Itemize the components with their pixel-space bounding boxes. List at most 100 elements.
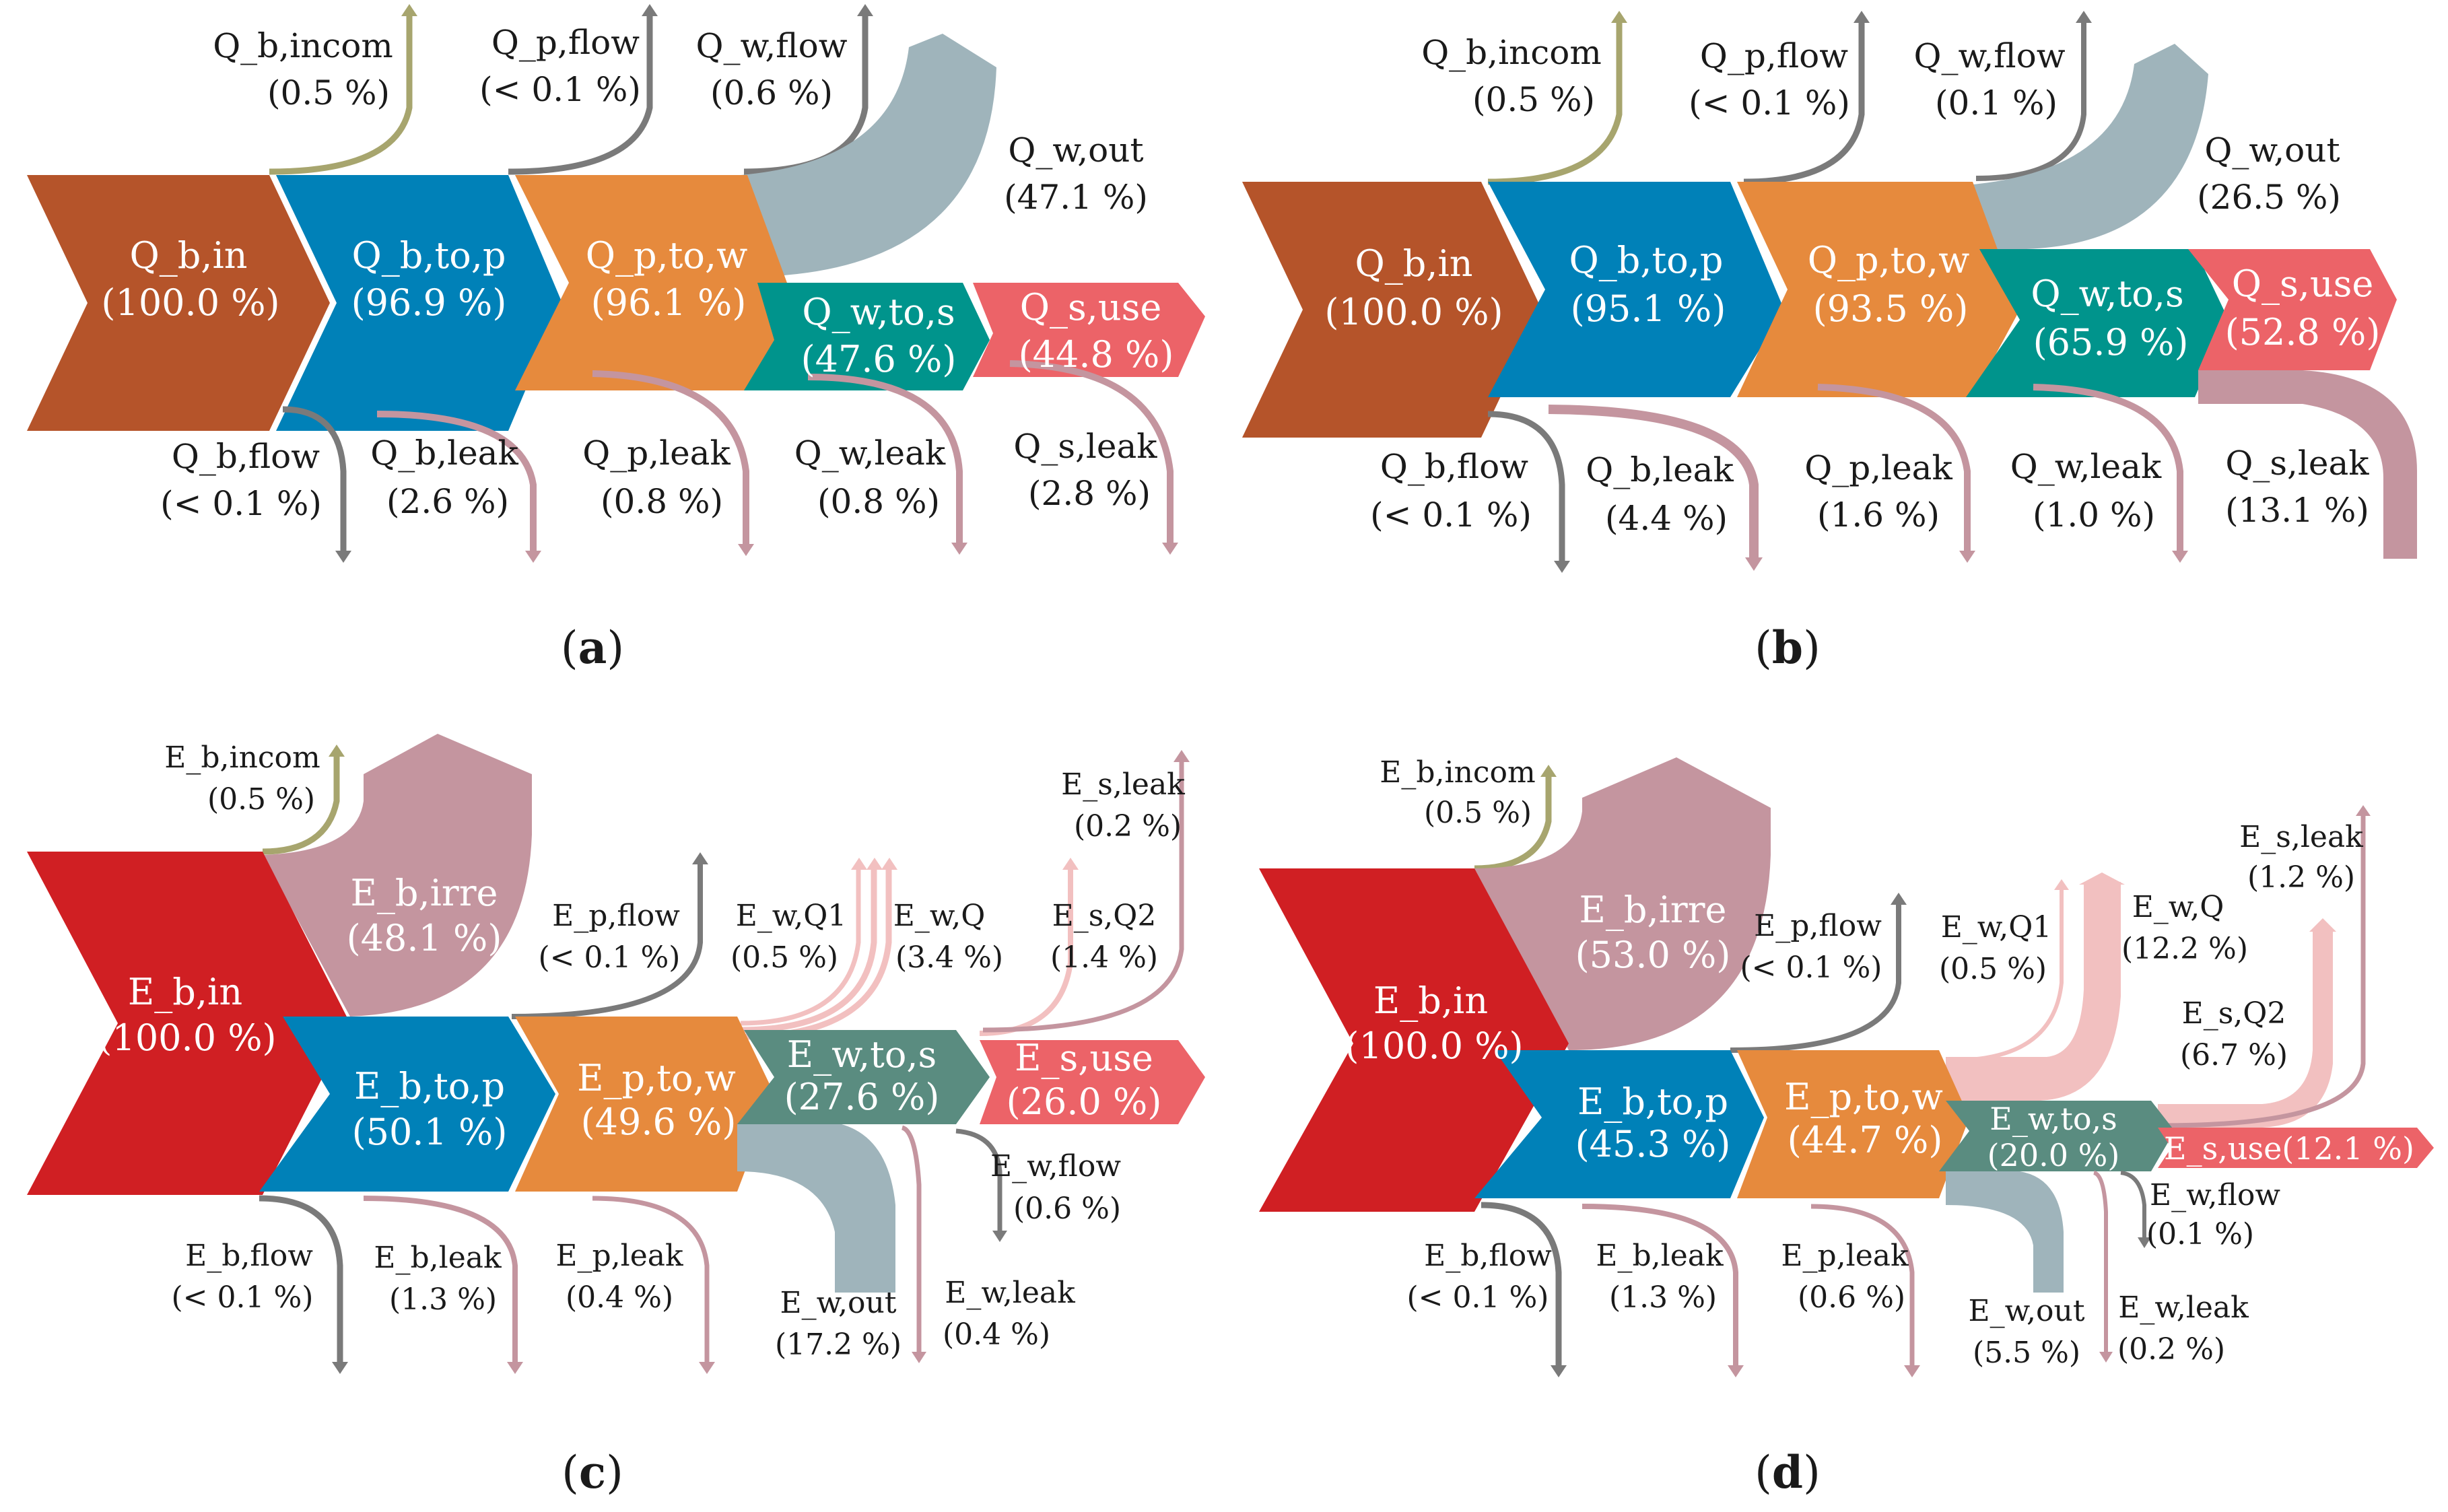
a-b-flow-arrowhead <box>335 551 351 563</box>
b-p-leak-line <box>1817 384 1971 552</box>
d-b-incom-value: (0.5 %) <box>1424 796 1532 830</box>
c-w-q-value: (3.4 %) <box>895 940 1003 975</box>
c-w-out-flow <box>737 1124 895 1293</box>
d-w-out-value: (5.5 %) <box>1973 1336 2080 1370</box>
a-b-incom-flow <box>269 13 413 175</box>
d-b-irre-value: (53.0 %) <box>1575 934 1731 976</box>
d-b-leak-line <box>1582 1204 1738 1367</box>
c-w-to-s-name: E_w,to,s <box>787 1033 937 1076</box>
d-w-leak-value: (0.2 %) <box>2117 1332 2225 1367</box>
d-b-to-p-value: (45.3 %) <box>1575 1123 1731 1165</box>
d-p-leak-value: (0.6 %) <box>1798 1280 1905 1315</box>
d-w-leak-arrowhead <box>2099 1352 2113 1363</box>
b-w-out-flow <box>1966 44 2208 249</box>
a-b-leak-name: Q_b,leak <box>370 434 518 473</box>
c-s-leak-arrowhead <box>1174 750 1190 762</box>
c-b-in-value: (100.0 %) <box>98 1017 276 1059</box>
a-p-leak-line <box>592 370 749 545</box>
a-w-out-value: (47.1 %) <box>1004 178 1148 217</box>
b-b-incom-name: Q_b,incom <box>1421 33 1602 72</box>
a-b-leak-line <box>376 411 537 552</box>
c-b-to-p-name: E_b,to,p <box>354 1065 505 1107</box>
a-w-leak-name: Q_w,leak <box>794 434 946 473</box>
d-w-flow-arrowhead <box>2138 1237 2151 1248</box>
c-p-to-w-name: E_p,to,w <box>577 1057 736 1099</box>
d-s-use-name: E_s,use(12.1 %) <box>2164 1130 2414 1167</box>
c-b-flow-name: E_b,flow <box>185 1239 313 1273</box>
b-p-flow-line <box>1743 20 1865 185</box>
c-s-leak-value: (0.2 %) <box>1074 809 1182 844</box>
c-w-out-value: (17.2 %) <box>775 1328 902 1362</box>
d-w-q-arrowhead <box>2079 872 2125 885</box>
d-b-flow-line <box>1481 1202 1562 1367</box>
c-caption: (c) <box>562 1446 623 1499</box>
c-w-to-s-value: (27.6 %) <box>784 1076 940 1118</box>
c-b-leak-name: E_b,leak <box>374 1241 502 1275</box>
d-w-q-flow <box>1946 882 2121 1101</box>
d-w-q-value: (12.2 %) <box>2121 932 2248 966</box>
d-p-flow-value: (< 0.1 %) <box>1740 951 1882 985</box>
b-b-in-name: Q_b,in <box>1355 242 1472 285</box>
c-s-q2-arrowhead <box>1062 858 1079 870</box>
c-w-to-s-block <box>737 1030 990 1124</box>
b-p-leak-value: (1.6 %) <box>1817 495 1940 535</box>
b-b-flow-name: Q_b,flow <box>1380 447 1528 486</box>
c-s-use-block <box>980 1040 1205 1124</box>
a-p-leak-arrowhead <box>738 544 754 556</box>
d-w-leak-name: E_w,leak <box>2118 1291 2249 1325</box>
b-b-flow-line <box>1487 411 1565 562</box>
b-w-out-value: (26.5 %) <box>2197 178 2341 217</box>
c-w-out-name: E_w,out <box>780 1286 896 1320</box>
c-b-incom-arrowhead <box>329 745 345 757</box>
d-s-leak-value: (1.2 %) <box>2247 860 2355 895</box>
d-b-flow-arrowhead <box>1551 1365 1567 1377</box>
b-p-to-w-value: (93.5 %) <box>1813 287 1969 330</box>
a-p-to-w-value: (96.1 %) <box>591 281 747 324</box>
c-w-flow-value: (0.6 %) <box>1013 1192 1121 1226</box>
a-s-leak-arrowhead <box>1162 543 1178 555</box>
d-b-incom-name: E_b,incom <box>1380 755 1536 790</box>
d-p-flow-name: E_p,flow <box>1754 909 1882 943</box>
b-b-in-value: (100.0 %) <box>1324 291 1503 333</box>
b-s-leak-flow <box>2198 370 2417 559</box>
a-b-flow-line <box>282 406 347 552</box>
d-p-flow-arrowhead <box>1891 893 1907 905</box>
d-caption: (d) <box>1755 1446 1821 1499</box>
b-b-leak-value: (4.4 %) <box>1605 499 1728 538</box>
b-w-leak-name: Q_w,leak <box>2010 447 2162 486</box>
a-p-flow-value: (< 0.1 %) <box>479 70 641 109</box>
d-b-irre-name: E_b,irre <box>1579 889 1726 931</box>
b-s-use-block <box>2188 249 2397 370</box>
c-b-in-name: E_b,in <box>128 971 242 1013</box>
a-s-use-block <box>973 283 1205 377</box>
b-p-flow-name: Q_p,flow <box>1700 36 1848 75</box>
d-p-leak-arrowhead <box>1904 1365 1920 1377</box>
d-b-to-p-name: E_b,to,p <box>1577 1080 1728 1123</box>
d-w-flow-line <box>2120 1171 2146 1239</box>
b-b-to-p-block <box>1488 182 1784 397</box>
a-p-to-w-block <box>515 175 794 390</box>
a-p-flow-name: Q_p,flow <box>491 23 640 62</box>
a-p-flow-arrowhead <box>642 4 658 16</box>
c-b-incom-value: (0.5 %) <box>207 782 315 817</box>
a-caption: (a) <box>561 621 624 674</box>
d-w-to-s-name: E_w,to,s <box>1990 1101 2117 1137</box>
b-w-flow-line <box>1975 20 2086 181</box>
a-w-out-name: Q_w,out <box>1008 131 1143 170</box>
a-b-incom-arrowhead <box>401 4 417 16</box>
b-w-flow-arrowhead <box>2076 11 2092 23</box>
a-s-leak-value: (2.8 %) <box>1028 474 1151 513</box>
a-w-leak-line <box>807 374 963 544</box>
panel-d: E_b,irre (53.0 %) E_b,in (100.0 %) E_b,t… <box>1259 755 2434 1499</box>
a-b-incom-value: (0.5 %) <box>267 73 390 112</box>
a-w-to-s-value: (47.6 %) <box>801 338 957 380</box>
b-b-in-block <box>1242 182 1542 438</box>
d-w-out-flow <box>1946 1171 2064 1293</box>
c-p-flow-line <box>511 862 703 1019</box>
panel-b: Q_b,in (100.0 %) Q_b,to,p (95.1 %) Q_p,t… <box>1242 11 2417 674</box>
a-s-leak-line <box>1009 360 1174 544</box>
c-p-flow-arrowhead <box>692 852 708 864</box>
c-p-leak-value: (0.4 %) <box>566 1280 673 1315</box>
d-w-out-name: E_w,out <box>1968 1294 2084 1328</box>
